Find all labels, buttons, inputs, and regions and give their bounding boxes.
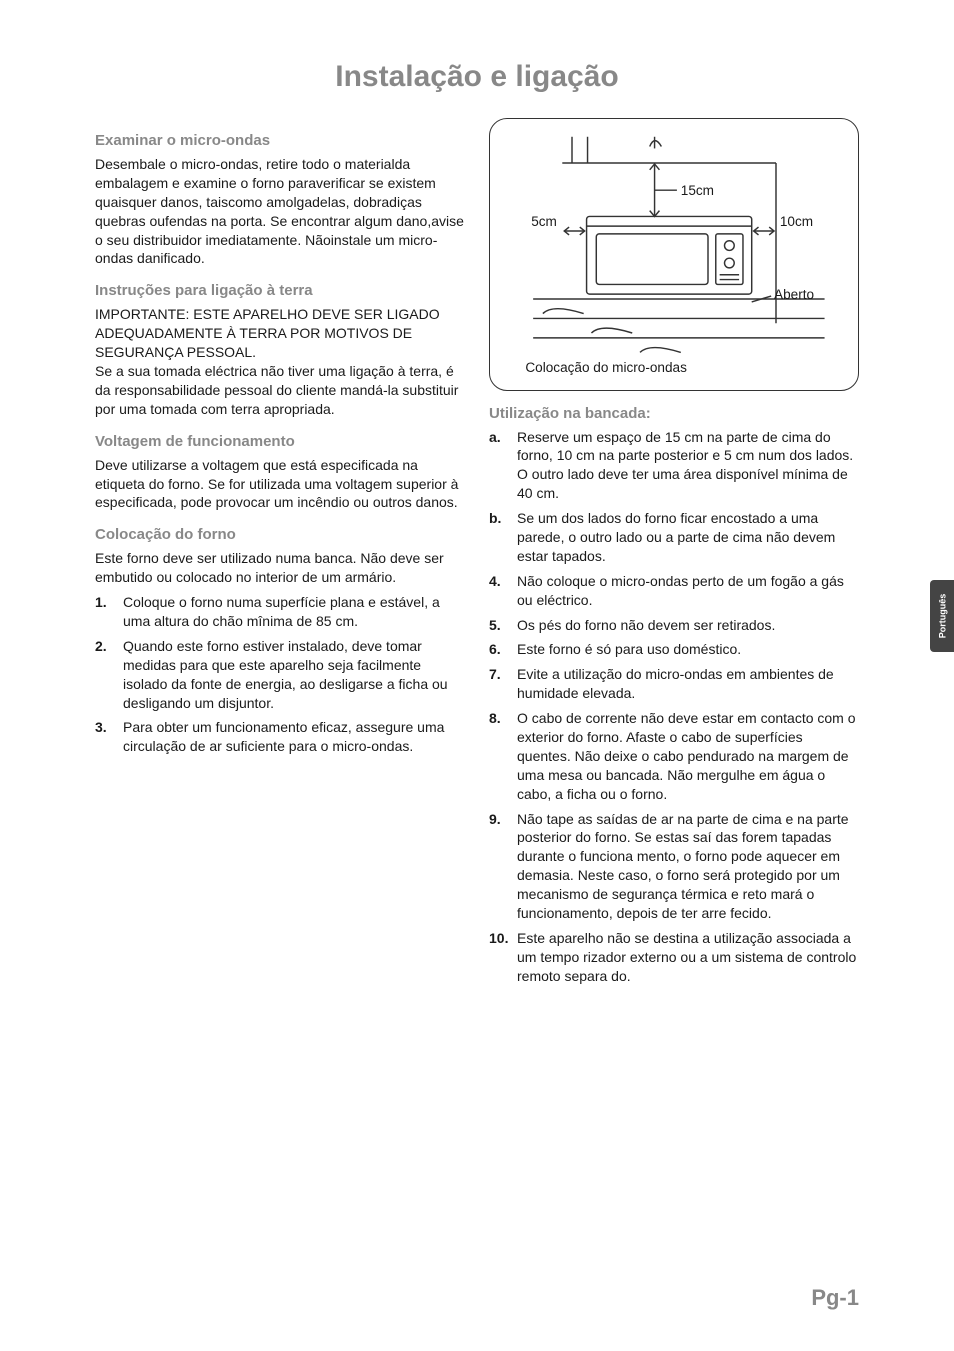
list-text: Evite a utilização do micro-ondas em amb… — [517, 665, 859, 703]
list-num: a. — [489, 428, 517, 504]
page: Instalação e ligação Examinar o micro-on… — [0, 0, 954, 1351]
heading-examine: Examinar o micro-ondas — [95, 132, 465, 149]
list-num: 8. — [489, 709, 517, 803]
list-text: Não tape as saídas de ar na parte de cim… — [517, 810, 859, 923]
list-text: Não coloque o micro-ondas perto de um fo… — [517, 572, 859, 610]
list-num: 4. — [489, 572, 517, 610]
list-text: Este aparelho não se destina a utilizaçã… — [517, 929, 859, 986]
diagram-svg: 15cm 5cm 10cm Aberto Colocação do micro-… — [504, 129, 844, 382]
language-tab-label: Português — [937, 594, 947, 639]
diagram-label-right: 10cm — [780, 214, 813, 229]
list-item: 8. O cabo de corrente não deve estar em … — [489, 709, 859, 803]
list-item: 9. Não tape as saídas de ar na parte de … — [489, 810, 859, 923]
list-item: a. Reserve um espaço de 15 cm na parte d… — [489, 428, 859, 504]
heading-placement: Colocação do forno — [95, 526, 465, 543]
list-num: 7. — [489, 665, 517, 703]
heading-countertop: Utilização na bancada: — [489, 405, 859, 422]
para-voltage: Deve utilizarse a voltagem que está espe… — [95, 456, 465, 513]
list-text: Este forno é só para uso doméstico. — [517, 640, 859, 659]
diagram-label-open: Aberto — [774, 287, 814, 302]
list-item: 6. Este forno é só para uso doméstico. — [489, 640, 859, 659]
list-num: 3. — [95, 718, 123, 756]
list-text: O cabo de corrente não deve estar em con… — [517, 709, 859, 803]
list-text: Para obter um funcionamento eficaz, asse… — [123, 718, 465, 756]
language-tab: Português — [930, 580, 954, 652]
list-item: b. Se um dos lados do forno ficar encost… — [489, 509, 859, 566]
continued-list: 4. Não coloque o micro-ondas perto de um… — [489, 572, 859, 986]
list-num: 6. — [489, 640, 517, 659]
heading-grounding: Instruções para ligação à terra — [95, 282, 465, 299]
list-num: 2. — [95, 637, 123, 713]
list-item: 5. Os pés do forno não devem ser retirad… — [489, 616, 859, 635]
list-item: 4. Não coloque o micro-ondas perto de um… — [489, 572, 859, 610]
list-item: 3. Para obter um funcionamento eficaz, a… — [95, 718, 465, 756]
para-examine: Desembale o micro-ondas, retire todo o m… — [95, 155, 465, 268]
right-column: 15cm 5cm 10cm Aberto Colocação do micro-… — [489, 118, 859, 992]
list-text: Quando este forno estiver instalado, dev… — [123, 637, 465, 713]
para-placement: Este forno deve ser utilizado numa banca… — [95, 549, 465, 587]
diagram-caption: Colocação do micro-ondas — [525, 360, 687, 375]
left-column: Examinar o micro-ondas Desembale o micro… — [95, 118, 465, 992]
list-num: 5. — [489, 616, 517, 635]
sublist-ab: a. Reserve um espaço de 15 cm na parte d… — [489, 428, 859, 566]
para-grounding-body: Se a sua tomada eléctrica não tiver uma … — [95, 362, 465, 419]
list-text: Coloque o forno numa superfície plana e … — [123, 593, 465, 631]
list-text: Reserve um espaço de 15 cm na parte de c… — [517, 428, 859, 504]
para-grounding-important: IMPORTANTE: ESTE APARELHO DEVE SER LIGAD… — [95, 305, 465, 362]
placement-diagram: 15cm 5cm 10cm Aberto Colocação do micro-… — [489, 118, 859, 391]
diagram-label-left: 5cm — [531, 214, 557, 229]
list-num: 9. — [489, 810, 517, 923]
list-item: 2. Quando este forno estiver instalado, … — [95, 637, 465, 713]
diagram-label-top: 15cm — [681, 183, 714, 198]
content-columns: Examinar o micro-ondas Desembale o micro… — [95, 118, 859, 992]
page-number: Pg-1 — [811, 1285, 859, 1311]
heading-voltage: Voltagem de funcionamento — [95, 433, 465, 450]
list-num: b. — [489, 509, 517, 566]
list-item: 7. Evite a utilização do micro-ondas em … — [489, 665, 859, 703]
list-num: 10. — [489, 929, 517, 986]
placement-list: 1. Coloque o forno numa superfície plana… — [95, 593, 465, 756]
list-num: 1. — [95, 593, 123, 631]
list-item: 1. Coloque o forno numa superfície plana… — [95, 593, 465, 631]
list-item: 10. Este aparelho não se destina a utili… — [489, 929, 859, 986]
page-title: Instalação e ligação — [95, 60, 859, 94]
list-text: Se um dos lados do forno ficar encostado… — [517, 509, 859, 566]
list-text: Os pés do forno não devem ser retirados. — [517, 616, 859, 635]
